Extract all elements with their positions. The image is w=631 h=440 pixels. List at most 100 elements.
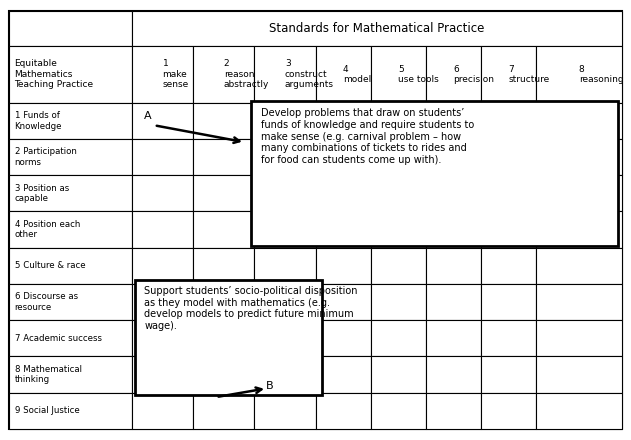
Bar	[426, 320, 481, 356]
Text: A: A	[144, 111, 151, 121]
Bar	[254, 320, 316, 356]
Bar	[370, 46, 426, 103]
Bar	[9, 46, 132, 103]
Bar	[316, 284, 370, 320]
Text: 6
precision: 6 precision	[453, 65, 494, 84]
Bar	[536, 212, 622, 248]
Bar	[9, 11, 132, 46]
Bar	[481, 393, 536, 429]
Text: 5 Culture & race: 5 Culture & race	[15, 261, 85, 270]
Bar	[193, 175, 254, 212]
Text: 1
make
sense: 1 make sense	[163, 59, 189, 89]
Bar	[9, 212, 132, 248]
Bar	[193, 103, 254, 139]
Bar	[426, 248, 481, 284]
Bar	[536, 46, 622, 103]
Bar	[536, 284, 622, 320]
Bar	[193, 356, 254, 393]
Bar	[132, 46, 193, 103]
Bar	[481, 46, 536, 103]
Text: 8 Mathematical
thinking: 8 Mathematical thinking	[15, 365, 81, 384]
Bar	[132, 393, 193, 429]
Bar	[316, 356, 370, 393]
Bar	[316, 212, 370, 248]
Bar	[193, 248, 254, 284]
Bar	[9, 320, 132, 356]
Bar	[9, 175, 132, 212]
Bar	[316, 175, 370, 212]
Text: 8
reasoning: 8 reasoning	[579, 65, 623, 84]
Bar	[193, 212, 254, 248]
Bar	[132, 248, 193, 284]
Bar	[370, 103, 426, 139]
Bar	[426, 46, 481, 103]
Text: 2
reason
abstractly: 2 reason abstractly	[224, 59, 269, 89]
Bar	[316, 139, 370, 175]
Bar	[193, 46, 254, 103]
Bar	[132, 284, 193, 320]
Bar	[193, 284, 254, 320]
Text: B: B	[266, 381, 274, 391]
Bar	[316, 103, 370, 139]
Bar	[426, 393, 481, 429]
Text: Support students’ socio-political disposition
as they model with mathematics (e.: Support students’ socio-political dispos…	[144, 286, 358, 331]
Bar	[9, 248, 132, 284]
Bar	[481, 320, 536, 356]
Bar	[132, 103, 193, 139]
Bar	[254, 284, 316, 320]
Text: 7 Academic success: 7 Academic success	[15, 334, 102, 343]
Bar	[132, 175, 193, 212]
Bar	[254, 393, 316, 429]
Bar	[316, 46, 370, 103]
Bar	[9, 284, 132, 320]
Bar	[9, 103, 132, 139]
Bar	[481, 248, 536, 284]
Bar	[370, 175, 426, 212]
Text: 6 Discourse as
resource: 6 Discourse as resource	[15, 293, 78, 312]
Text: 3 Position as
capable: 3 Position as capable	[15, 183, 69, 203]
Bar	[316, 248, 370, 284]
Bar	[536, 356, 622, 393]
Bar	[536, 103, 622, 139]
Bar	[316, 320, 370, 356]
Bar	[254, 212, 316, 248]
Bar	[132, 320, 193, 356]
Bar	[426, 212, 481, 248]
Bar	[481, 103, 536, 139]
Bar	[370, 212, 426, 248]
Bar	[132, 212, 193, 248]
Bar	[481, 284, 536, 320]
Bar	[132, 11, 622, 46]
Text: 4
model: 4 model	[343, 65, 371, 84]
Text: 3
construct
arguments: 3 construct arguments	[285, 59, 334, 89]
Bar	[536, 175, 622, 212]
Bar	[426, 139, 481, 175]
Bar	[426, 356, 481, 393]
Bar	[370, 320, 426, 356]
Bar	[254, 103, 316, 139]
Text: 5
use tools: 5 use tools	[398, 65, 439, 84]
Bar	[132, 356, 193, 393]
Bar	[536, 393, 622, 429]
Bar	[9, 139, 132, 175]
Bar	[193, 320, 254, 356]
Bar	[426, 284, 481, 320]
Bar	[536, 139, 622, 175]
Bar	[135, 279, 322, 395]
Bar	[536, 248, 622, 284]
Bar	[481, 139, 536, 175]
Bar	[193, 139, 254, 175]
Bar	[481, 356, 536, 393]
Bar	[481, 212, 536, 248]
Bar	[370, 284, 426, 320]
Bar	[9, 356, 132, 393]
Text: Standards for Mathematical Practice: Standards for Mathematical Practice	[269, 22, 485, 35]
Bar	[254, 46, 316, 103]
Bar	[426, 103, 481, 139]
Bar	[9, 393, 132, 429]
Bar	[316, 393, 370, 429]
Text: 2 Participation
norms: 2 Participation norms	[15, 147, 76, 167]
Bar	[254, 175, 316, 212]
Text: Equitable
Mathematics
Teaching Practice: Equitable Mathematics Teaching Practice	[15, 59, 93, 89]
Bar	[370, 393, 426, 429]
